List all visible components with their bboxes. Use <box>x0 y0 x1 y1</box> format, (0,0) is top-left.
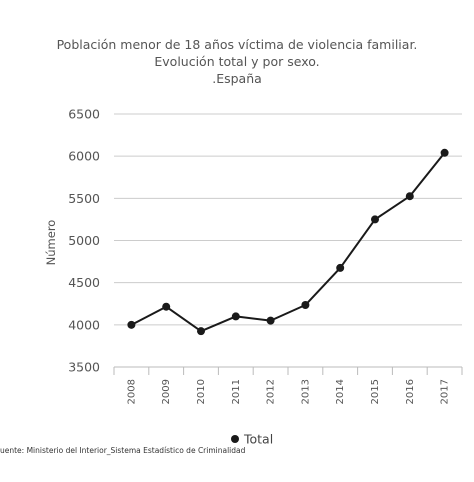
x-tick-label: 2010 <box>196 379 207 404</box>
y-tick-label: 4000 <box>68 317 100 332</box>
data-point-2014 <box>336 263 345 272</box>
x-tick-label: 2014 <box>335 379 346 404</box>
data-point-2010 <box>197 327 205 336</box>
x-tick-label: 2008 <box>126 379 137 404</box>
data-point-2008 <box>127 320 136 329</box>
source-note: uente: Ministerio del Interior_Sistema E… <box>0 446 246 455</box>
x-tick-label: 2017 <box>440 379 451 404</box>
y-tick-label: 6500 <box>68 107 100 122</box>
x-tick-label: 2012 <box>266 379 277 404</box>
y-tick-label: 5500 <box>68 191 100 206</box>
data-point-2009 <box>162 302 171 311</box>
chart-title-line-1: Población menor de 18 años víctima de vi… <box>56 37 418 52</box>
y-tick-label: 4500 <box>68 275 100 290</box>
data-point-2012 <box>266 316 275 325</box>
x-tick-label: 2009 <box>161 379 172 404</box>
data-point-2017 <box>440 148 449 157</box>
data-point-2016 <box>405 192 414 201</box>
x-tick-label: 2013 <box>300 379 311 404</box>
data-point-2011 <box>231 312 240 321</box>
y-tick-label: 3500 <box>68 360 100 375</box>
x-tick-label: 2016 <box>405 379 416 404</box>
data-point-2015 <box>371 215 379 224</box>
chart-title-line-2: Evolución total y por sexo. <box>154 54 320 69</box>
y-tick-label: 5000 <box>68 233 100 248</box>
series-line-total <box>130 152 446 333</box>
chart-title: Población menor de 18 años víctima de vi… <box>0 36 474 87</box>
x-tick-label: 2015 <box>370 379 381 404</box>
legend-marker-total <box>231 435 239 443</box>
data-point-2013 <box>301 301 310 310</box>
y-axis-title: Número <box>44 220 58 266</box>
legend-label-total: Total <box>243 432 273 447</box>
x-tick-label: 2011 <box>231 379 242 404</box>
chart-title-line-3: .España <box>212 71 262 86</box>
y-tick-label: 6000 <box>68 149 100 164</box>
